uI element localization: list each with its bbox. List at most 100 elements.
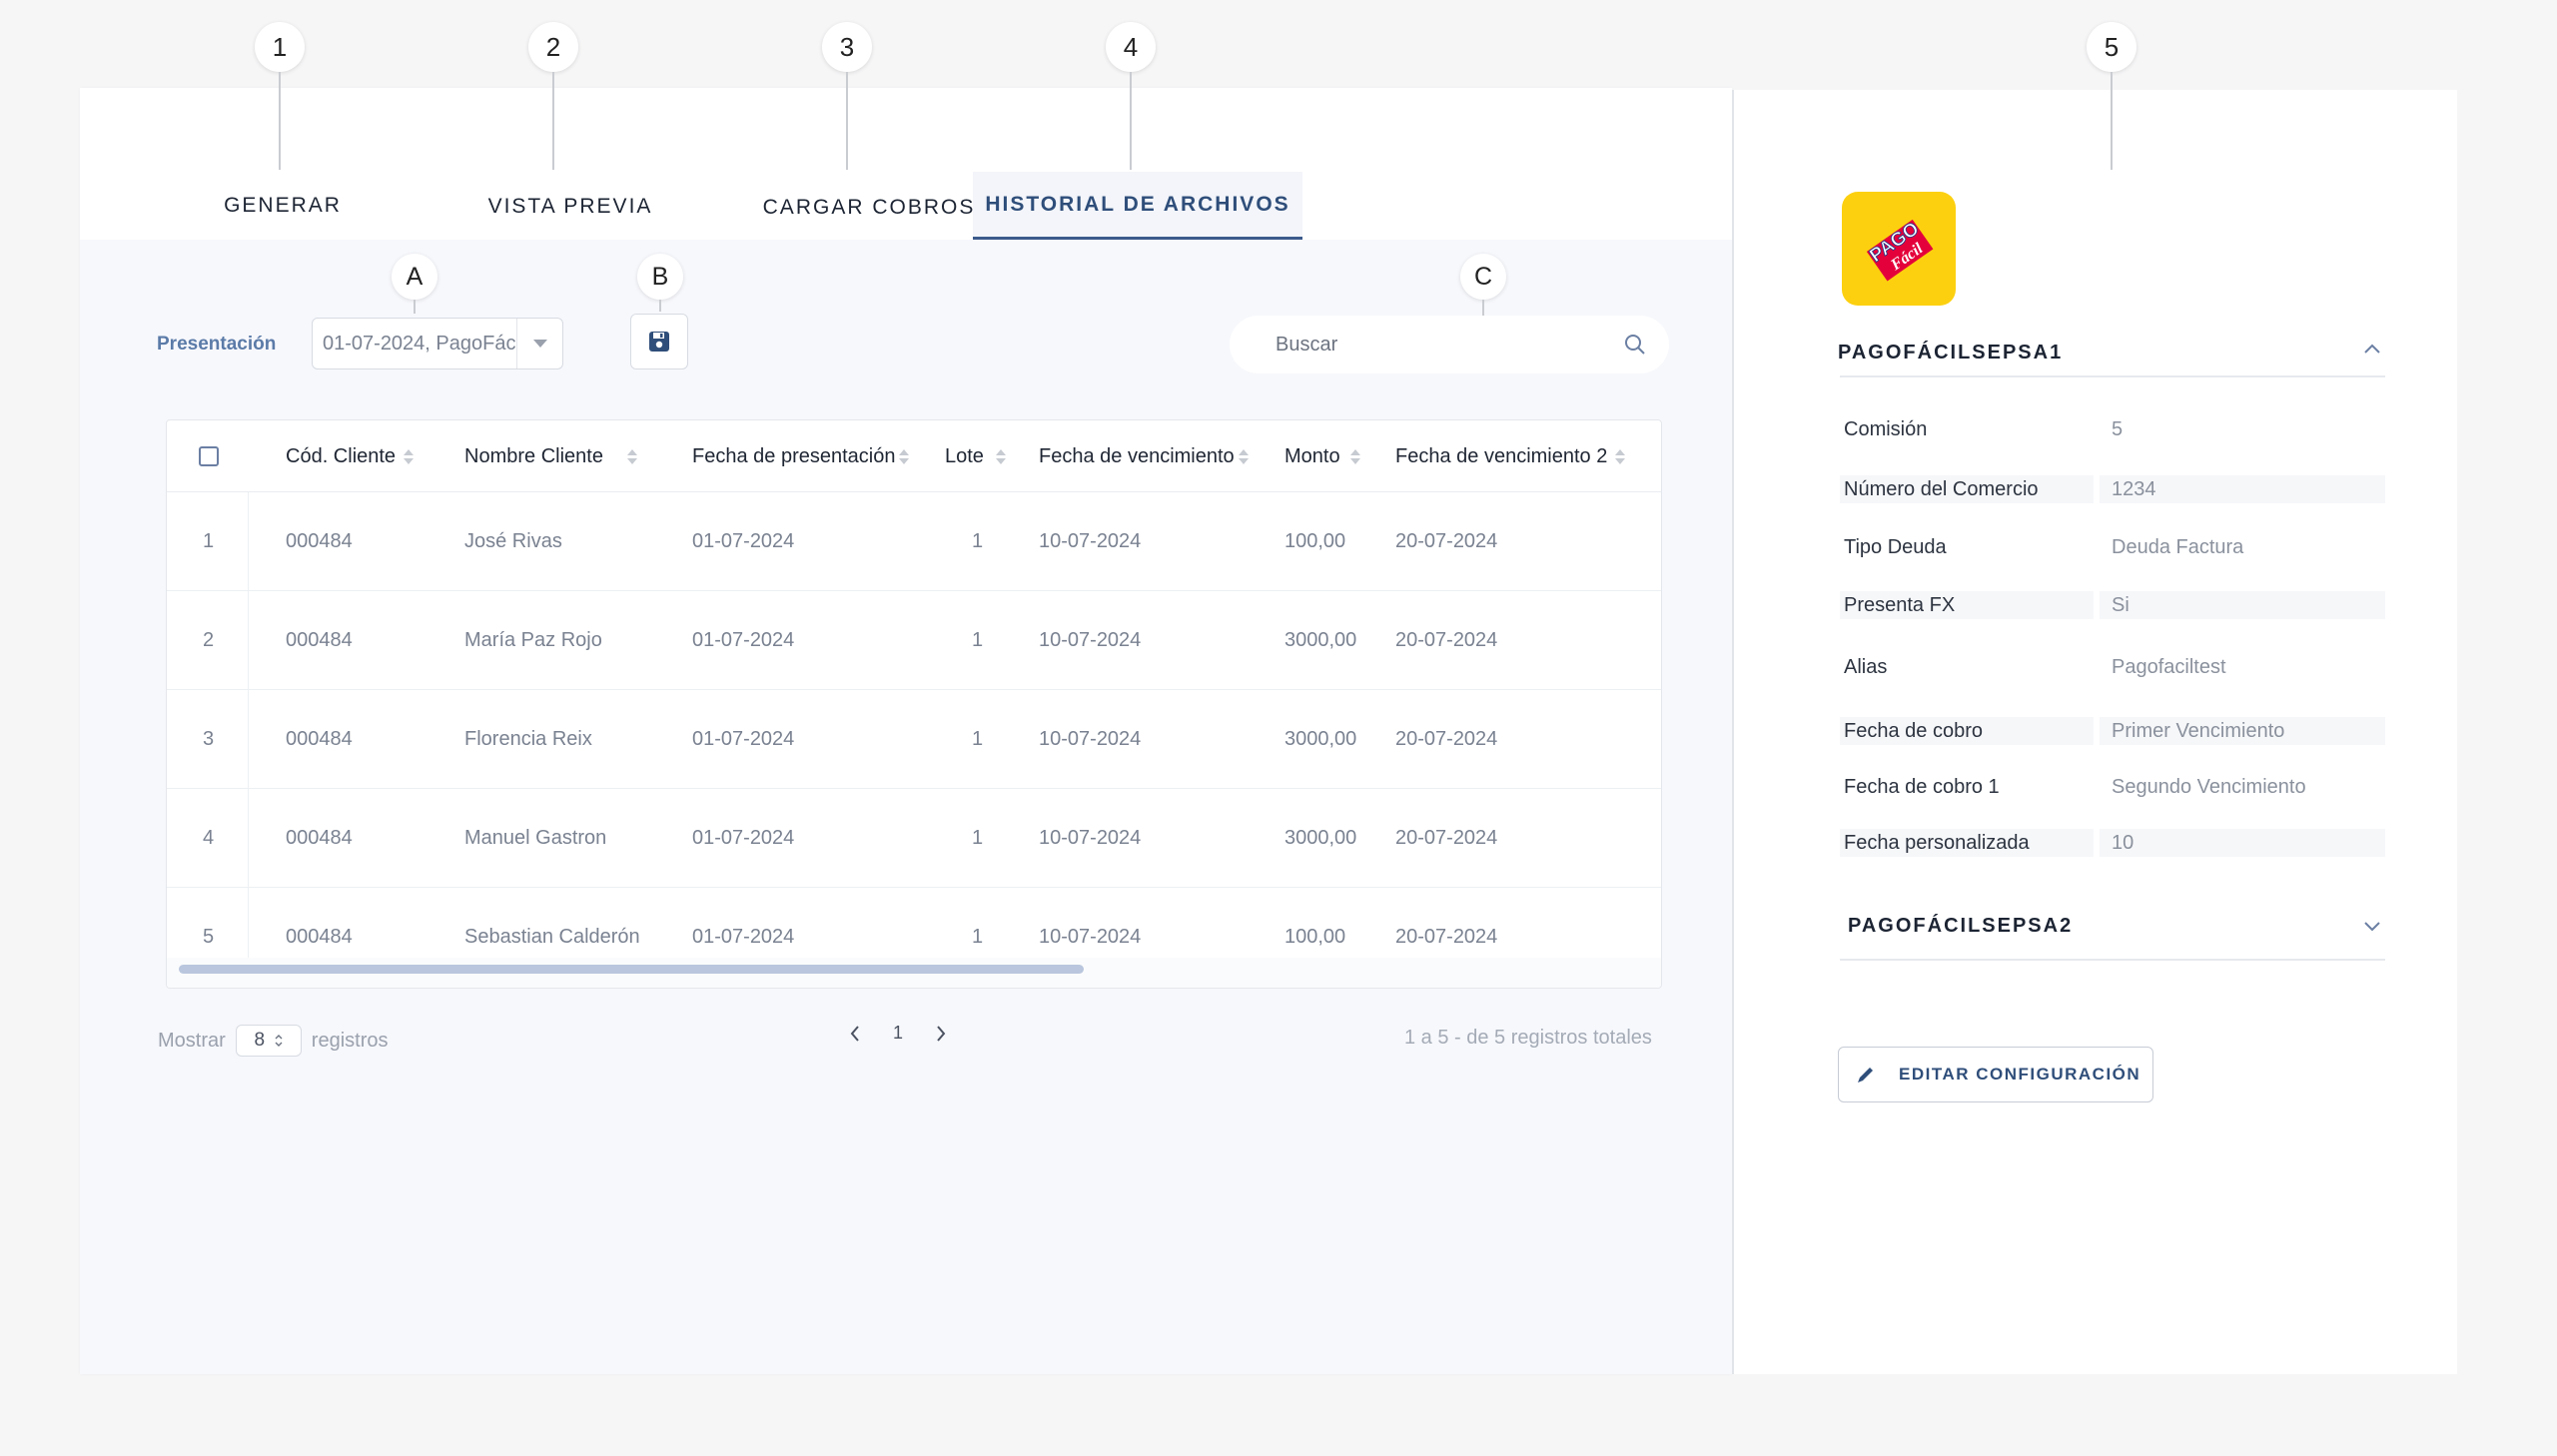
row-index: 3: [203, 728, 215, 750]
table-row[interactable]: 1 000484 José Rivas 01-07-2024 1 10-07-2…: [167, 492, 1661, 591]
table-row[interactable]: 3 000484 Florencia Reix 01-07-2024 1 10-…: [167, 690, 1661, 789]
page-size-select[interactable]: 8: [235, 1025, 302, 1057]
section-pagofacilsepsa1-title[interactable]: PAGOFÁCILSEPSA1: [1838, 342, 2064, 364]
sort-icon[interactable]: [1615, 448, 1626, 464]
table-row[interactable]: 5 000484 Sebastian Calderón 01-07-2024 1…: [167, 888, 1661, 987]
cell-cod-cliente: 000484: [286, 926, 353, 948]
sort-icon[interactable]: [626, 448, 637, 464]
row-index: 2: [203, 629, 215, 651]
header-nombre-cliente[interactable]: Nombre Cliente: [464, 420, 637, 492]
registros-label: registros: [311, 1029, 389, 1052]
callout-3: 3: [822, 22, 872, 170]
cell-fecha-presentacion: 01-07-2024: [692, 728, 795, 750]
cell-fecha-presentacion: 01-07-2024: [692, 530, 795, 552]
field-value: 5: [2112, 417, 2124, 440]
save-button[interactable]: [630, 314, 688, 369]
tab-historial-de-archivos[interactable]: HISTORIAL DE ARCHIVOS: [973, 172, 1302, 240]
header-fecha-vencimiento-2[interactable]: Fecha de vencimiento 2: [1395, 420, 1626, 492]
search-box: [1230, 316, 1669, 373]
field-label: Fecha de cobro 1: [1844, 775, 2000, 798]
config-side-panel: PAGO Fácil PAGOFÁCILSEPSA1 Comisión 5 Nú…: [1732, 90, 2457, 1374]
field-label: Comisión: [1844, 417, 1928, 440]
cell-lote: 1: [972, 629, 984, 651]
row-index: 1: [203, 530, 215, 552]
pagofacil-logo: PAGO Fácil: [1842, 192, 1956, 306]
header-fecha-presentacion[interactable]: Fecha de presentación: [692, 420, 910, 492]
callout-a: A: [392, 254, 437, 314]
header-monto[interactable]: Monto: [1284, 420, 1360, 492]
page-size-value: 8: [254, 1030, 266, 1051]
chevron-left-icon[interactable]: [849, 1025, 861, 1043]
edit-configuration-button[interactable]: EDITAR CONFIGURACIÓN: [1838, 1047, 2153, 1102]
cell-monto: 100,00: [1284, 530, 1346, 552]
field-value: Primer Vencimiento: [2100, 717, 2385, 745]
chevron-down-icon[interactable]: [516, 319, 562, 368]
header-fecha-vencimiento[interactable]: Fecha de vencimiento: [1039, 420, 1249, 492]
callout-1-label: 1: [255, 22, 305, 72]
content-area: Presentación 01-07-2024, PagoFácilSE Cód…: [80, 88, 1732, 1374]
cell-fecha-vencimiento-2: 20-07-2024: [1395, 629, 1498, 651]
data-table: Cód. Cliente Nombre Cliente Fecha de pre…: [166, 419, 1662, 989]
field-value: Pagofaciltest: [2112, 655, 2226, 678]
current-page[interactable]: 1: [893, 1023, 904, 1043]
cell-lote: 1: [972, 530, 984, 552]
search-input[interactable]: [1276, 333, 1605, 357]
section-pagofacilsepsa2-title[interactable]: PAGOFÁCILSEPSA2: [1848, 915, 2074, 937]
field-label: Fecha de cobro: [1840, 717, 2094, 745]
callout-c-label: C: [1460, 254, 1506, 300]
tab-cargar-cobros[interactable]: CARGAR COBROS: [739, 174, 999, 242]
field-label: Alias: [1844, 655, 1888, 678]
cell-lote: 1: [972, 926, 984, 948]
cell-monto: 3000,00: [1284, 827, 1357, 849]
callout-b-label: B: [637, 254, 683, 300]
table-header: Cód. Cliente Nombre Cliente Fecha de pre…: [167, 420, 1661, 492]
header-fecha-vencimiento-label: Fecha de vencimiento: [1039, 444, 1235, 467]
sort-icon[interactable]: [404, 448, 415, 464]
cell-fecha-vencimiento: 10-07-2024: [1039, 530, 1142, 552]
cell-nombre-cliente: Sebastian Calderón: [464, 926, 640, 948]
callout-3-label: 3: [822, 22, 872, 72]
callout-5-label: 5: [2087, 22, 2136, 72]
sort-icon[interactable]: [899, 448, 910, 464]
tab-vista-previa[interactable]: VISTA PREVIA: [463, 174, 677, 240]
callout-b: B: [637, 254, 683, 312]
page-size-control: Mostrar 8 registros: [158, 1025, 389, 1057]
chevron-right-icon[interactable]: [935, 1025, 947, 1043]
callout-2: 2: [528, 22, 578, 170]
presentacion-select[interactable]: 01-07-2024, PagoFácilSE: [312, 318, 563, 369]
floppy-disk-icon: [649, 332, 669, 352]
chevron-up-icon[interactable]: [2363, 343, 2381, 355]
header-cod-cliente-label: Cód. Cliente: [286, 444, 397, 467]
cell-cod-cliente: 000484: [286, 728, 353, 750]
pencil-icon: [1858, 1068, 1873, 1083]
header-lote[interactable]: Lote: [945, 420, 1006, 492]
cell-fecha-vencimiento-2: 20-07-2024: [1395, 827, 1498, 849]
tab-generar[interactable]: GENERAR: [200, 174, 366, 238]
header-fecha-vencimiento-2-label: Fecha de vencimiento 2: [1395, 444, 1608, 467]
cell-nombre-cliente: María Paz Rojo: [464, 629, 602, 651]
presentacion-label: Presentación: [157, 334, 277, 355]
callout-c: C: [1460, 254, 1506, 316]
sort-icon[interactable]: [1349, 448, 1360, 464]
chevron-down-icon[interactable]: [2363, 921, 2381, 933]
table-row[interactable]: 4 000484 Manuel Gastron 01-07-2024 1 10-…: [167, 789, 1661, 888]
pagofacil-logo-icon: PAGO Fácil: [1866, 218, 1934, 282]
table-row[interactable]: 2 000484 María Paz Rojo 01-07-2024 1 10-…: [167, 591, 1661, 690]
row-index: 4: [203, 827, 215, 849]
field-value: 10: [2100, 829, 2385, 857]
cell-fecha-vencimiento-2: 20-07-2024: [1395, 926, 1498, 948]
callout-4: 4: [1106, 22, 1156, 170]
cell-fecha-presentacion: 01-07-2024: [692, 926, 795, 948]
header-cod-cliente[interactable]: Cód. Cliente: [286, 420, 415, 492]
sort-icon[interactable]: [1238, 448, 1249, 464]
cell-fecha-vencimiento: 10-07-2024: [1039, 926, 1142, 948]
tab-historial-label: HISTORIAL DE ARCHIVOS: [985, 192, 1290, 216]
cell-fecha-vencimiento: 10-07-2024: [1039, 728, 1142, 750]
select-all-checkbox[interactable]: [199, 446, 219, 466]
cell-fecha-vencimiento-2: 20-07-2024: [1395, 728, 1498, 750]
cell-cod-cliente: 000484: [286, 827, 353, 849]
row-index: 5: [203, 926, 215, 948]
sort-icon[interactable]: [995, 448, 1006, 464]
horizontal-scrollbar[interactable]: [179, 965, 1084, 974]
search-icon[interactable]: [1623, 333, 1647, 357]
